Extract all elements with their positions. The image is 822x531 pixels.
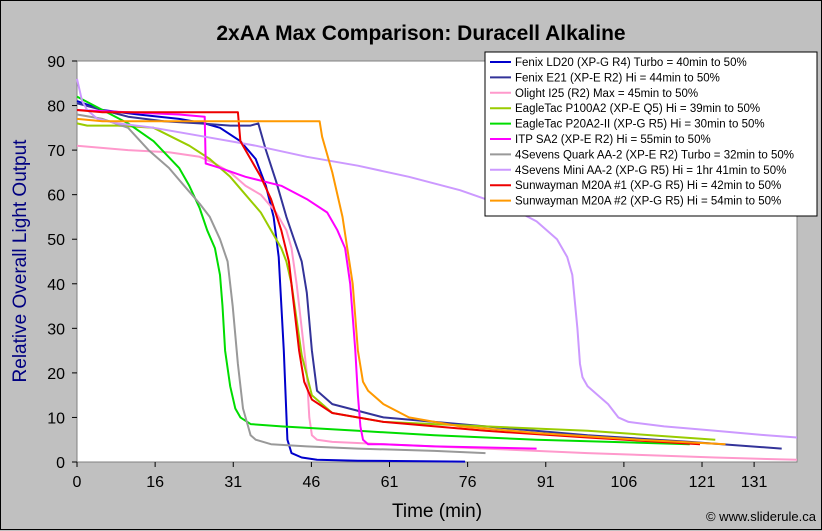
y-tick-label: 50 [47,232,65,249]
legend-box [484,51,818,217]
series-lines [76,78,798,463]
legend-label: Fenix LD20 (XP-G R4) Turbo = 40min to 50… [515,57,747,69]
x-tick-label: 16 [146,474,164,491]
y-tick-label: 80 [47,99,65,116]
y-tick-label: 90 [47,54,65,71]
y-axis-label: Relative Overall Light Output [10,139,31,383]
series-line-8 [76,78,798,439]
x-tick-label: 106 [611,474,638,491]
x-tick-label: 31 [224,474,242,491]
legend-label: ITP SA2 (XP-E R2) Hi = 55min to 50% [515,134,711,146]
x-tick-label: 131 [741,474,768,491]
legend-label: 4Sevens Mini AA-2 (XP-G R5) Hi = 1hr 41m… [515,165,786,177]
y-tick-label: 0 [56,455,65,472]
y-tick-label: 10 [47,410,65,427]
y-tick-label: 60 [47,188,65,205]
legend-label: Sunwayman M20A #2 (XP-G R5) Hi = 54min t… [515,196,781,208]
legend-label: Fenix E21 (XP-E R2) Hi = 44min to 50% [515,72,720,84]
series-line-6 [76,109,537,450]
x-tick-label: 91 [537,474,555,491]
legend: Fenix LD20 (XP-G R4) Turbo = 40min to 50… [484,51,818,217]
y-tick-label: 20 [47,366,65,383]
series-line-10 [76,117,726,446]
legend-label: EagleTac P20A2-II (XP-G R5) Hi = 30min t… [515,119,765,131]
x-tick-label: 76 [459,474,477,491]
legend-label: 4Sevens Quark AA-2 (XP-E R2) Turbo = 32m… [515,149,794,161]
y-tick-label: 30 [47,321,65,338]
series-line-7 [76,113,486,455]
x-axis: 0 16 31 46 61 76 91 106 121 131 [73,462,768,491]
x-tick-label: 61 [381,474,399,491]
legend-label: Olight I25 (R2) Max = 45min to 50% [515,88,698,100]
series-line-9 [76,109,701,446]
x-axis-label: Time (min) [392,501,482,522]
y-tick-label: 40 [47,277,65,294]
credit-text: © www.sliderule.ca [706,509,817,524]
series-line-5 [76,95,690,446]
series-line-1 [76,100,466,463]
x-tick-label: 121 [689,474,716,491]
y-axis: 0 10 20 30 40 50 60 70 80 90 [47,54,77,472]
legend-label: EagleTac P100A2 (XP-E Q5) Hi = 39min to … [515,103,760,115]
legend-label: Sunwayman M20A #1 (XP-G R5) Hi = 42min t… [515,180,781,192]
x-tick-label: 0 [73,474,82,491]
y-tick-label: 70 [47,143,65,160]
x-tick-label: 46 [302,474,320,491]
chart-title: 2xAA Max Comparison: Duracell Alkaline [216,22,625,45]
